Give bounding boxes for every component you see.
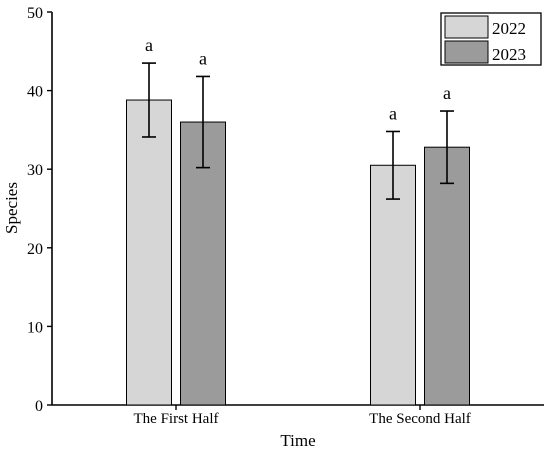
legend-swatch-2023 xyxy=(444,40,489,64)
significance-letter: a xyxy=(443,83,451,103)
y-tick-label: 20 xyxy=(27,241,43,258)
y-tick-label: 30 xyxy=(27,162,43,179)
x-axis-title: Time xyxy=(280,431,315,450)
bar xyxy=(180,121,226,406)
bar xyxy=(370,164,416,406)
x-tick-label: The First Half xyxy=(134,411,219,427)
y-tick-label: 40 xyxy=(27,84,43,101)
bar xyxy=(424,146,470,406)
legend-label-2022: 2022 xyxy=(492,19,526,38)
significance-letter: a xyxy=(389,103,397,123)
x-tick-label: The Second Half xyxy=(369,411,471,427)
y-tick-label: 10 xyxy=(27,319,43,336)
legend-label-2023: 2023 xyxy=(492,45,526,64)
legend: 2022 2023 xyxy=(440,12,542,66)
y-tick-label: 0 xyxy=(35,398,43,415)
significance-letter: a xyxy=(199,48,207,68)
plot-marks: 0 10 20 30 40 50 The First Half a a The Second Ha… xyxy=(27,5,544,427)
significance-letter: a xyxy=(145,35,153,55)
y-axis-title: Species xyxy=(2,182,21,234)
bar xyxy=(126,99,172,406)
legend-swatch-2022 xyxy=(444,15,489,39)
y-tick-label: 50 xyxy=(27,5,43,22)
